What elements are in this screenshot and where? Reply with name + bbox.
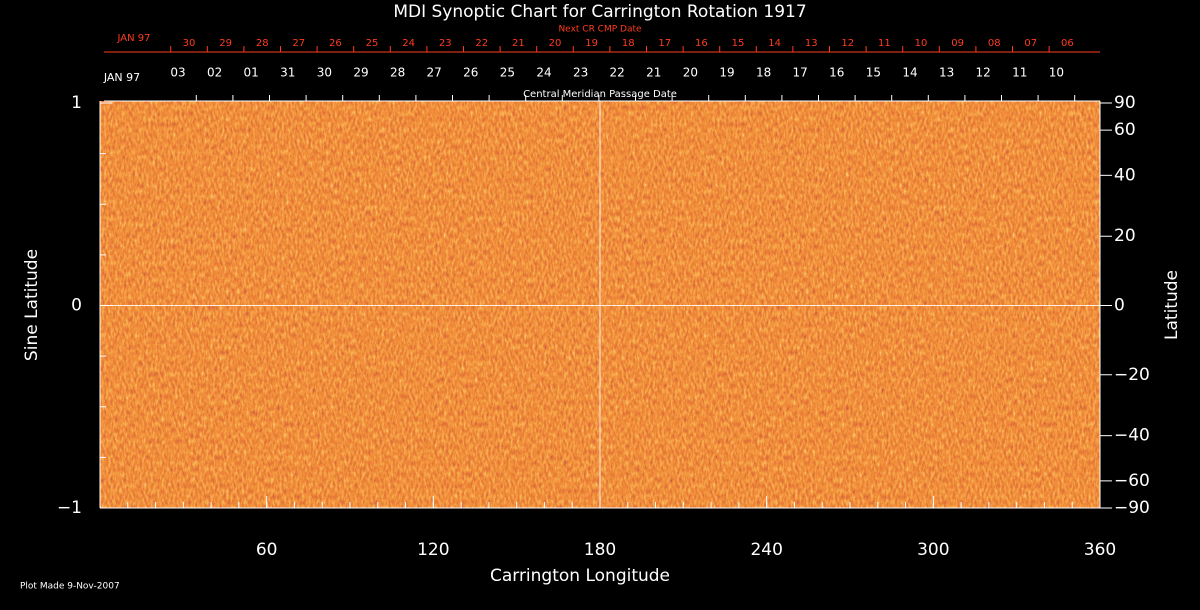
y2-tick-label: −40	[1114, 426, 1150, 446]
next-cr-day: 19	[585, 38, 598, 49]
next-cr-day: 26	[329, 38, 342, 49]
y2-tick-label: 90	[1114, 93, 1136, 113]
y2-tick-label: −20	[1114, 365, 1150, 385]
y2-tick-label: −60	[1114, 471, 1150, 491]
next-cr-day: 14	[768, 38, 781, 49]
next-cr-day: 13	[805, 38, 818, 49]
cmp-day: 31	[280, 66, 295, 80]
cmp-day: 25	[500, 66, 515, 80]
cmp-day: 21	[646, 66, 661, 80]
next-cr-day: 09	[951, 38, 964, 49]
cmp-title: Central Meridian Passage Date	[523, 89, 677, 100]
cmp-day: 11	[1012, 66, 1027, 80]
next-cr-day: 15	[732, 38, 745, 49]
y2-tick-label: 60	[1114, 120, 1136, 140]
y2-tick-label: 20	[1114, 226, 1136, 246]
x-tick-label: 240	[750, 540, 782, 560]
next-cr-day: 16	[695, 38, 708, 49]
cmp-day: 10	[1049, 66, 1064, 80]
next-cr-day: 22	[475, 38, 488, 49]
next-cr-day: 08	[988, 38, 1001, 49]
x-tick-label: 120	[417, 540, 449, 560]
cmp-day: 24	[536, 66, 551, 80]
next-cr-day: 24	[402, 38, 415, 49]
cmp-day: 23	[573, 66, 588, 80]
cmp-day: 14	[902, 66, 917, 80]
next-cr-day: 12	[841, 38, 854, 49]
y-axis-label: Sine Latitude	[22, 249, 42, 361]
cmp-day: 13	[939, 66, 954, 80]
chart-title: MDI Synoptic Chart for Carrington Rotati…	[393, 2, 806, 22]
next-cr-day: 18	[622, 38, 635, 49]
x-tick-label: 180	[584, 540, 616, 560]
cmp-day: 12	[976, 66, 991, 80]
x-axis-label: Carrington Longitude	[490, 566, 670, 586]
x-tick-label: 60	[256, 540, 278, 560]
next-cr-day: 07	[1024, 38, 1037, 49]
y2-tick-label: −90	[1114, 498, 1150, 518]
next-cr-day: 17	[658, 38, 671, 49]
y2-axis-label: Latitude	[1162, 270, 1182, 340]
next-cr-day: 11	[878, 38, 891, 49]
cmp-day: 17	[793, 66, 808, 80]
next-cr-day: 23	[439, 38, 452, 49]
footer: Plot Made 9-Nov-2007	[20, 582, 120, 592]
cmp-day: 20	[683, 66, 698, 80]
next-cr-day: 10	[915, 38, 928, 49]
y2-tick-label: 0	[1114, 296, 1125, 316]
y2-tick-label: 40	[1114, 165, 1136, 185]
cmp-day: 03	[170, 66, 185, 80]
cmp-day: 27	[427, 66, 442, 80]
next-cr-day: 30	[183, 38, 196, 49]
cmp-month: JAN 97	[103, 71, 140, 84]
x-tick-label: 360	[1084, 540, 1116, 560]
next-cr-day: 21	[512, 38, 525, 49]
next-cr-month: JAN 97	[117, 33, 151, 44]
cmp-day: 29	[353, 66, 368, 80]
cmp-day: 16	[829, 66, 844, 80]
next-cr-day: 25	[366, 38, 379, 49]
cmp-day: 01	[244, 66, 259, 80]
cmp-day: 18	[756, 66, 771, 80]
y-tick-label: 1	[71, 93, 82, 113]
next-cr-title: Next CR CMP Date	[558, 25, 642, 35]
next-cr-day: 29	[219, 38, 232, 49]
cmp-day: 15	[866, 66, 881, 80]
cmp-day: 22	[610, 66, 625, 80]
cmp-day: 26	[463, 66, 478, 80]
cmp-day: 30	[317, 66, 332, 80]
x-tick-label: 300	[917, 540, 949, 560]
next-cr-day: 27	[292, 38, 305, 49]
cmp-day: 19	[719, 66, 734, 80]
next-cr-day: 20	[549, 38, 562, 49]
next-cr-day: 28	[256, 38, 269, 49]
y-tick-label: 0	[71, 296, 82, 316]
cmp-day: 02	[207, 66, 222, 80]
next-cr-day: 06	[1061, 38, 1074, 49]
y-tick-label: −1	[57, 498, 82, 518]
cmp-day: 28	[390, 66, 405, 80]
